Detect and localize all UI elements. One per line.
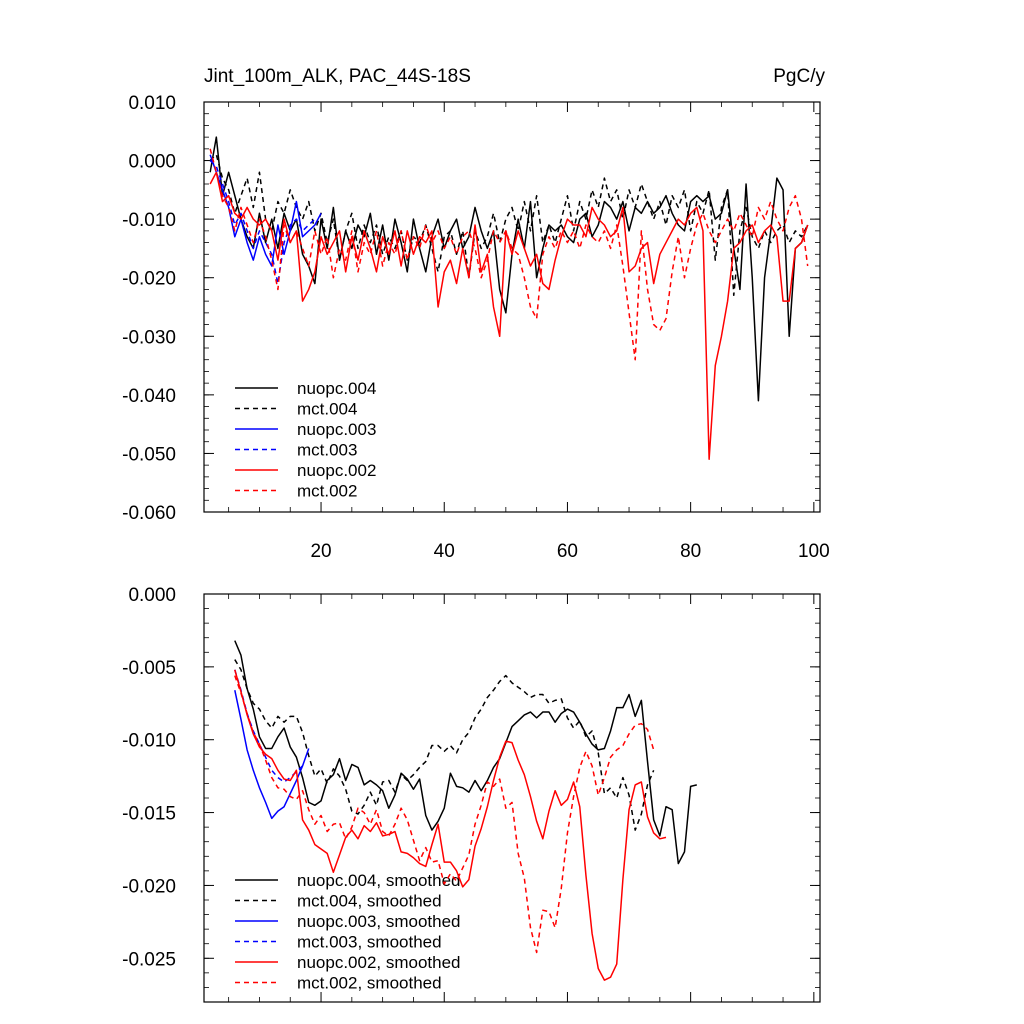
legend-label-nuopc-003: nuopc.003 xyxy=(297,420,376,439)
series-line-nuopc-002-smoothed xyxy=(234,669,667,981)
y-tick-label: 0.010 xyxy=(128,93,176,114)
series-line-mct-002-smoothed xyxy=(234,675,655,954)
series-line-mct-003 xyxy=(209,160,316,285)
series-line-mct-004 xyxy=(209,153,809,297)
series-line-mct-004-smoothed xyxy=(234,659,655,831)
x-tick-label: 20 xyxy=(310,541,331,562)
series-line-mct-002 xyxy=(209,148,809,361)
y-tick-label: -0.020 xyxy=(122,876,176,897)
legend-label-mct-004: mct.004 xyxy=(297,400,357,419)
y-tick-label: -0.005 xyxy=(122,658,176,679)
y-tick-label: -0.010 xyxy=(122,731,176,752)
y-tick-label: -0.015 xyxy=(122,804,176,825)
legend-label-mct-003-smoothed: mct.003, smoothed xyxy=(297,933,442,952)
legend-label-nuopc-003-smoothed: nuopc.003, smoothed xyxy=(297,912,461,931)
series-line-nuopc-003-smoothed xyxy=(234,690,310,820)
y-tick-label: -0.010 xyxy=(122,210,176,231)
y-tick-label: -0.025 xyxy=(122,949,176,970)
legend-label-mct-004-smoothed: mct.004, smoothed xyxy=(297,892,442,911)
legend-label-nuopc-004-smoothed: nuopc.004, smoothed xyxy=(297,871,461,890)
legend-label-nuopc-004: nuopc.004 xyxy=(297,379,376,398)
x-tick-label: 100 xyxy=(798,541,830,562)
y-tick-label: -0.030 xyxy=(122,327,176,348)
top-panel: Jint_100m_ALK, PAC_44S-18S PgC/y 0.010 0.… xyxy=(122,66,830,562)
legend-label-mct-003: mct.003 xyxy=(297,441,357,460)
y-tick-label: -0.050 xyxy=(122,444,176,465)
chart-title: Jint_100m_ALK, PAC_44S-18S xyxy=(204,66,471,87)
units-label: PgC/y xyxy=(773,66,825,87)
x-tick-label: 80 xyxy=(680,541,701,562)
series-line-mct-003-smoothed xyxy=(234,669,304,783)
legend-label-nuopc-002: nuopc.002 xyxy=(297,461,376,480)
y-tick-label: -0.020 xyxy=(122,269,176,290)
series-line-nuopc-003 xyxy=(209,154,322,267)
plot-frame xyxy=(203,101,821,513)
x-tick-label: 40 xyxy=(434,541,455,562)
y-tick-label: -0.040 xyxy=(122,386,176,407)
series-line-nuopc-002 xyxy=(209,171,809,461)
y-tick-label: -0.060 xyxy=(122,503,176,524)
series-line-nuopc-004-smoothed xyxy=(234,640,697,865)
y-tick-label: 0.000 xyxy=(128,585,176,606)
y-tick-label: 0.000 xyxy=(128,152,176,173)
x-tick-label: 60 xyxy=(557,541,578,562)
legend-label-nuopc-002-smoothed: nuopc.002, smoothed xyxy=(297,953,461,972)
legend-label-mct-002: mct.002 xyxy=(297,482,357,501)
bottom-panel: 0.000 -0.005 -0.010 -0.015 -0.020 -0.025 nuopc… xyxy=(122,585,821,1003)
series-line-nuopc-004 xyxy=(209,136,809,402)
legend-label-mct-002-smoothed: mct.002, smoothed xyxy=(297,974,442,993)
